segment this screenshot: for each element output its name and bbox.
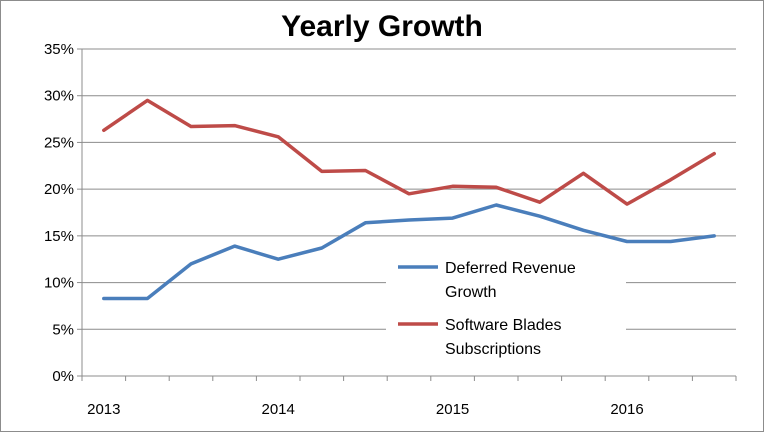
legend-label: Deferred Revenue — [445, 260, 576, 277]
y-tick-label: 15% — [44, 228, 74, 245]
y-tick-label: 0% — [52, 368, 74, 385]
y-tick-label: 20% — [44, 181, 74, 198]
y-tick-label: 35% — [44, 41, 74, 58]
legend-label: Growth — [445, 284, 497, 301]
y-tick-label: 10% — [44, 275, 74, 292]
x-tick-labels: 2013 2014 2015 2016 — [87, 401, 644, 418]
legend: Deferred Revenue Growth Software Blades Sub… — [386, 251, 626, 365]
legend-box — [386, 251, 626, 365]
y-tick-label: 30% — [44, 88, 74, 105]
gridlines — [82, 48, 736, 330]
legend-label: Software Blades — [445, 317, 562, 334]
series-lines — [102, 98, 716, 301]
series-line-deferred-revenue-growth — [102, 203, 716, 301]
y-tick-labels: 0% 5% 10% 15% 20% 25% 30% 35% — [44, 41, 74, 385]
x-tick-label: 2013 — [87, 401, 120, 418]
series-line-software-blades-subscriptions — [102, 98, 716, 206]
y-tick-label: 25% — [44, 134, 74, 151]
legend-label: Subscriptions — [445, 341, 541, 358]
chart-title: Yearly Growth — [281, 10, 483, 43]
x-tick-label: 2016 — [610, 401, 643, 418]
x-tick-label: 2014 — [262, 401, 295, 418]
x-tick-label: 2015 — [436, 401, 469, 418]
y-tick-label: 5% — [52, 321, 74, 338]
axes — [77, 48, 737, 381]
